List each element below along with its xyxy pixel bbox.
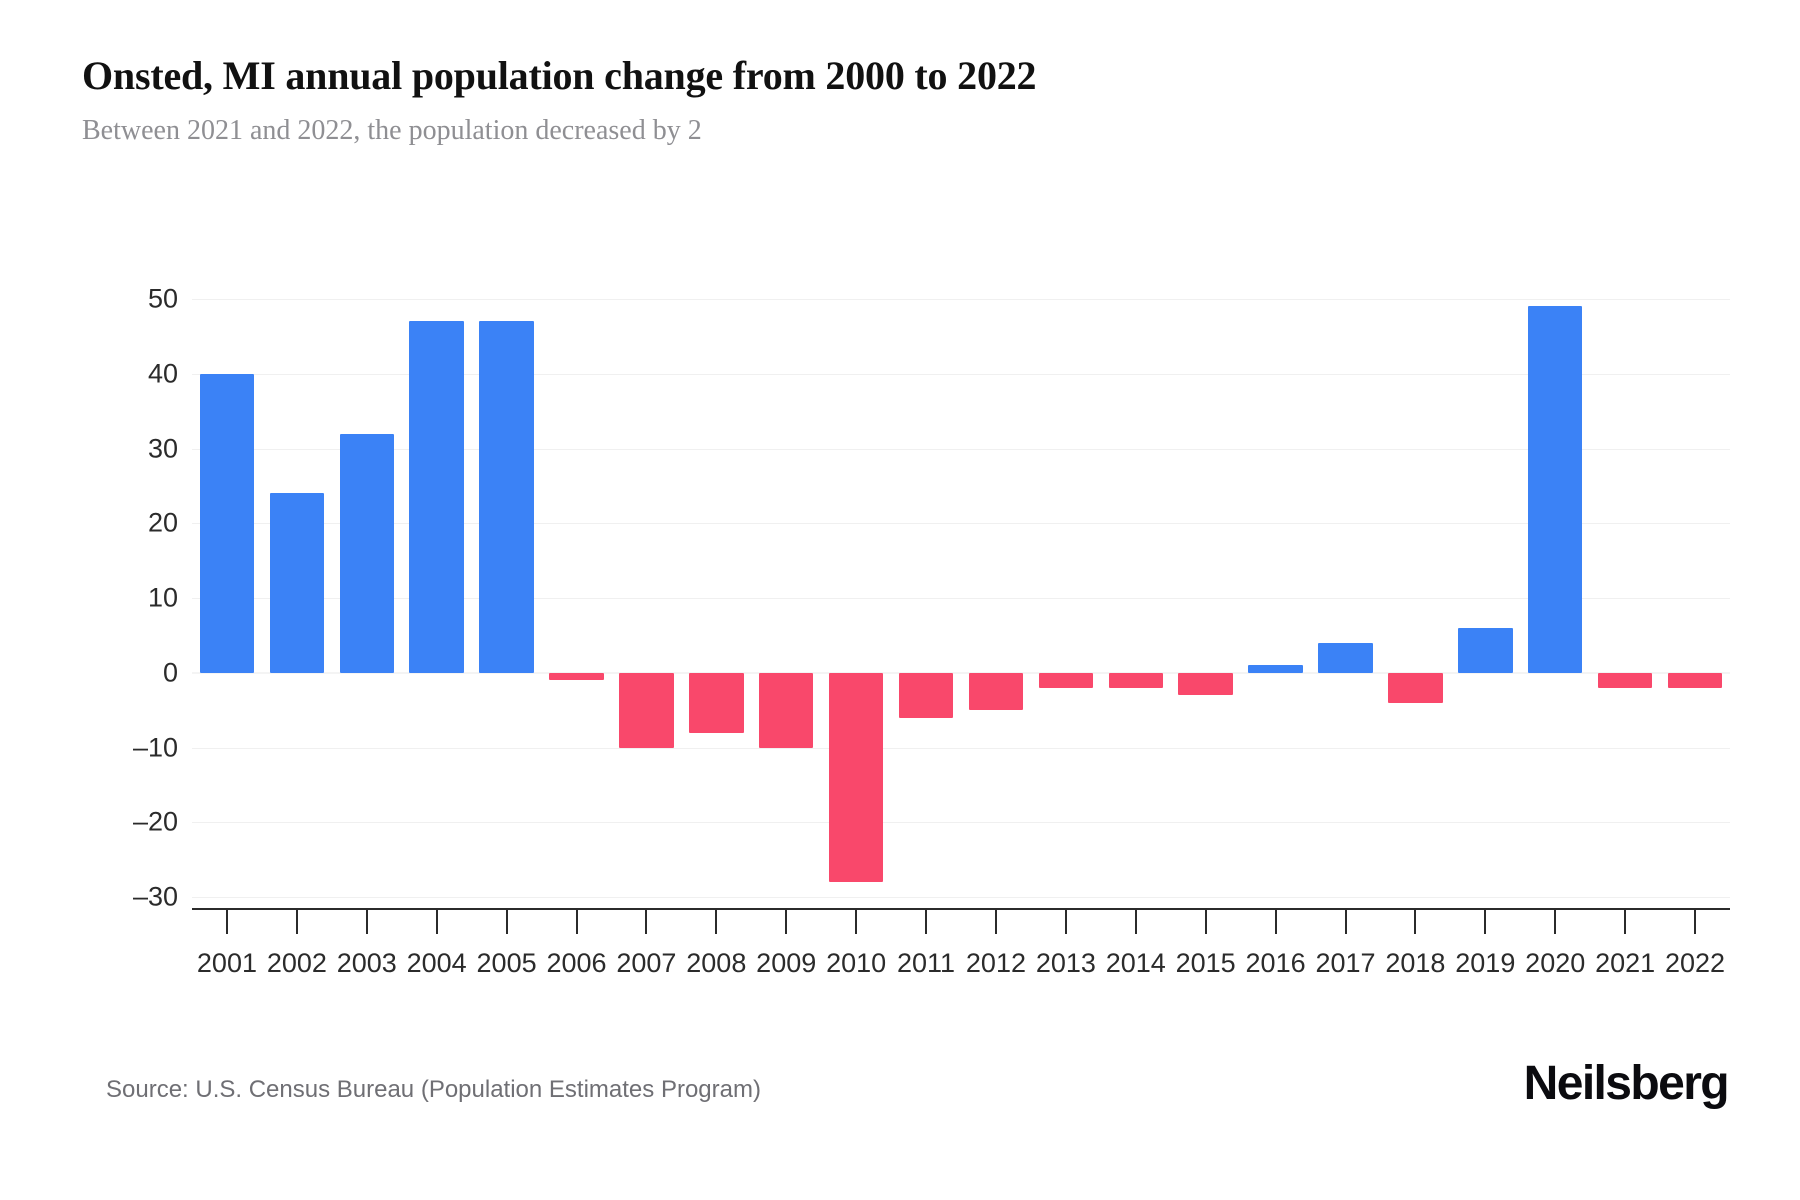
x-axis-tick-label: 2014 [1105,948,1166,978]
x-axis-tick-label: 2005 [476,948,537,978]
bar-2012[interactable] [968,672,1024,711]
bar-2016[interactable] [1248,665,1303,673]
x-axis-tick-label: 2002 [266,948,327,978]
y-axis-tick-label: 10 [147,582,178,613]
bar-2008[interactable] [689,672,744,733]
x-axis-tick [575,910,578,934]
y-axis-tick-label: 20 [147,507,178,538]
gridline [192,897,1730,898]
bar-2001[interactable] [199,373,255,673]
bar-2003[interactable] [339,433,395,673]
bar-2021[interactable] [1597,672,1653,688]
bar-2015[interactable] [1178,672,1233,696]
zero-baseline [192,671,1730,674]
x-axis-tick [1134,910,1137,934]
bar-2019[interactable] [1458,627,1513,673]
x-axis-tick-label: 2012 [965,948,1026,978]
x-axis-tick-label: 2013 [1035,948,1096,978]
x-axis-tick [225,910,228,934]
x-axis-tick [505,910,508,934]
bar-2011[interactable] [898,672,954,718]
bar-2014[interactable] [1108,672,1164,688]
x-axis-tick-label: 2010 [826,948,887,978]
x-axis-tick-label: 2007 [616,948,677,978]
x-axis-tick [1414,910,1417,934]
x-axis-tick-label: 2006 [546,948,607,978]
gridline [192,598,1730,599]
x-axis-tick [1204,910,1207,934]
x-axis-tick [1694,910,1697,934]
bar-2006[interactable] [549,672,604,681]
bar-2004[interactable] [409,321,464,673]
page-title: Onsted, MI annual population change from… [82,53,1037,98]
gridline [192,822,1730,824]
x-axis-tick-label: 2011 [897,948,956,978]
x-axis-tick [715,910,718,934]
brand-logo: Neilsberg [1523,1057,1730,1110]
x-axis-tick [855,910,858,934]
x-axis-tick-label: 2015 [1175,948,1236,978]
source-note: Source: U.S. Census Bureau (Population E… [106,1076,761,1103]
y-axis-tick-label: –10 [132,732,178,762]
chart-header: Onsted, MI annual population change from… [82,52,1722,149]
x-axis-tick-label: 2008 [686,948,747,978]
y-axis-tick-label: 50 [147,283,178,314]
x-axis-tick [1554,910,1557,934]
x-axis-tick [295,910,298,934]
x-axis-tick-label: 2009 [756,948,817,978]
bar-2020[interactable] [1527,306,1583,673]
chart-subtitle: Between 2021 and 2022, the population de… [82,115,702,146]
x-axis-tick [1064,910,1067,934]
x-axis-tick-label: 2004 [406,948,467,978]
y-axis-tick-label: –30 [132,881,178,912]
gridline [192,299,1730,300]
x-axis-tick-label: 2021 [1595,948,1656,978]
x-axis-tick-label: 2001 [196,948,257,978]
bar-2018[interactable] [1388,672,1443,703]
gridline [192,523,1730,525]
bar-2013[interactable] [1038,672,1094,688]
y-axis-tick-label: 30 [147,433,178,463]
x-axis-tick [1344,910,1347,934]
x-axis-tick-label: 2016 [1245,948,1306,978]
gridline [192,747,1730,749]
y-axis-tick-label: 40 [147,358,178,389]
x-axis-tick-label: 2019 [1455,948,1516,978]
x-axis-tick-label: 2017 [1315,948,1376,978]
bar-2009[interactable] [758,672,814,748]
x-axis-tick [785,910,788,934]
x-axis-tick-label: 2020 [1525,948,1586,978]
x-axis-line [192,908,1730,910]
bar-2010[interactable] [828,672,884,883]
x-axis-tick [435,910,438,934]
x-axis-tick-label: 2022 [1664,948,1726,978]
gridline [192,373,1730,375]
bar-2017[interactable] [1318,642,1373,673]
y-axis-tick-label: 0 [162,657,178,688]
x-axis-tick [1274,910,1277,934]
x-axis-tick [365,910,368,934]
x-axis-tick [1624,910,1627,934]
x-axis-tick-label: 2003 [336,948,397,978]
x-axis-tick [925,910,928,934]
y-axis-tick-label: –20 [132,806,178,837]
x-axis-tick-label: 2018 [1385,948,1446,978]
gridline [192,448,1730,450]
bar-2007[interactable] [619,672,674,748]
x-axis-tick [994,910,997,934]
x-axis-tick [1484,910,1487,934]
x-axis-tick [645,910,648,934]
bar-2002[interactable] [269,493,325,673]
bar-2022[interactable] [1667,672,1723,688]
bar-2005[interactable] [479,321,534,673]
